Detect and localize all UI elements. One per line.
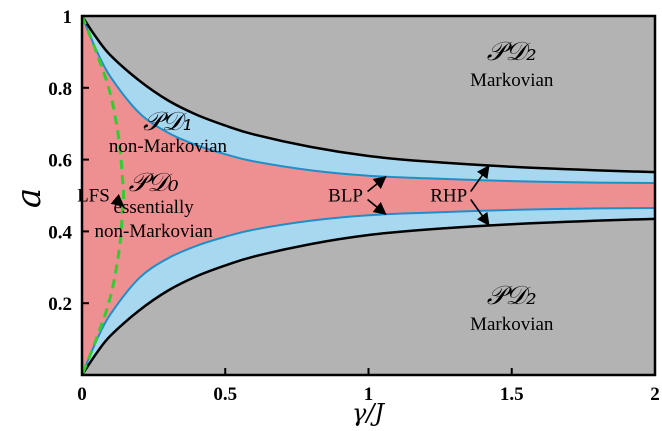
y-tick-label: 0.8 xyxy=(48,79,72,100)
annotation-lfs-label: LFS xyxy=(77,186,110,207)
region-label-pd2-top-text: Markovian xyxy=(470,70,554,91)
region-label-pd0-text: essentially xyxy=(114,197,195,218)
annotation-blp-label: BLP xyxy=(328,186,363,207)
y-tick-label: 0.4 xyxy=(48,222,72,243)
y-tick-label: 1 xyxy=(63,7,73,28)
x-tick-label: 0.5 xyxy=(213,384,237,405)
region-label-pd2-bottom-symbol: 𝒫𝒟₂ xyxy=(487,281,537,311)
region-label-pd0-text-2: non-Markovian xyxy=(95,221,214,242)
region-label-pd0-symbol: 𝒫𝒟₀ xyxy=(129,168,179,198)
y-tick-label: 0.6 xyxy=(48,151,72,172)
x-tick-label: 2 xyxy=(650,384,660,405)
region-label-pd2-top-symbol: 𝒫𝒟₂ xyxy=(487,37,537,67)
region-label-pd2-bottom-text: Markovian xyxy=(470,314,554,335)
annotation-rhp-label: RHP xyxy=(430,186,467,207)
region-label-pd1-symbol: 𝒫𝒟₁ xyxy=(143,107,193,137)
y-axis-label: a xyxy=(9,188,49,208)
region-label-pd1-text: non-Markovian xyxy=(109,136,228,157)
x-axis-label: γ/J xyxy=(352,399,385,427)
y-tick-label: 0.2 xyxy=(48,294,72,315)
x-tick-label: 0 xyxy=(77,384,87,405)
x-tick-label: 1.5 xyxy=(500,384,524,405)
